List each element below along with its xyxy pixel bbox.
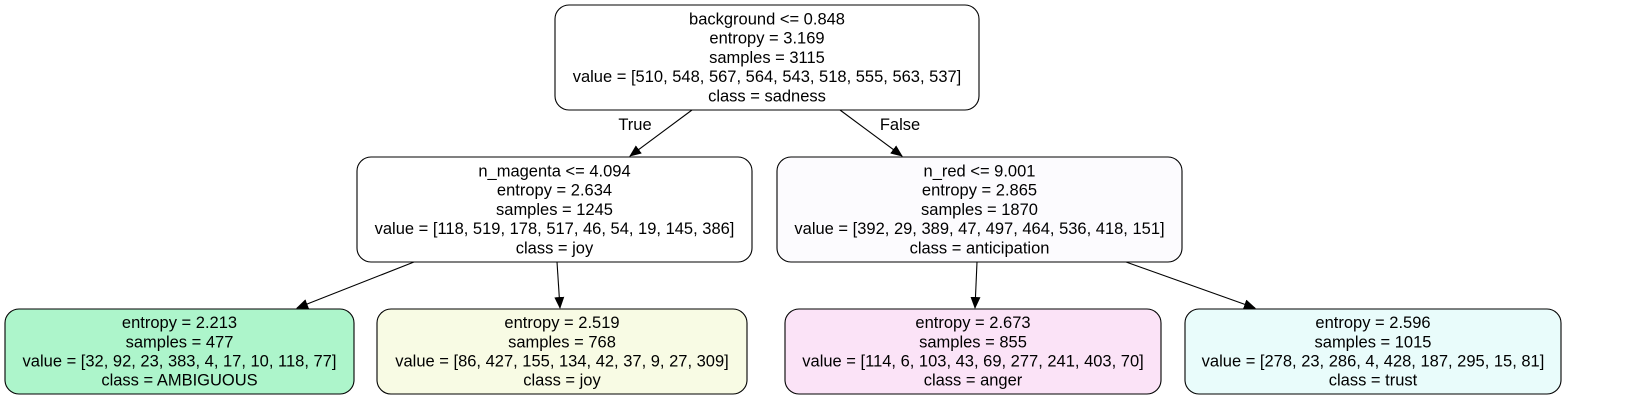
node-text-line: samples = 1245	[496, 201, 613, 219]
edge-root-to-left	[629, 109, 693, 157]
edge-left-to-leaf-2	[554, 261, 565, 309]
node-text-line: samples = 1015	[1315, 333, 1432, 351]
node-text-line: value = [278, 23, 286, 4, 428, 187, 295,…	[1202, 353, 1545, 371]
node-text-line: n_red <= 9.001	[924, 163, 1036, 181]
node-box	[1184, 308, 1562, 395]
node-text-line: class = joy	[516, 239, 594, 257]
edge-left-to-leaf-1	[296, 261, 415, 309]
edge-root-to-right	[839, 109, 903, 157]
node-text-line: class = trust	[1329, 372, 1418, 390]
node-text-line: class = sadness	[708, 87, 826, 105]
edges-layer: True False	[296, 109, 1256, 310]
node-text-line: class = joy	[523, 372, 601, 390]
node-text-line: value = [32, 92, 23, 383, 4, 17, 10, 118…	[23, 353, 337, 371]
node-box	[376, 308, 748, 395]
node-text-line: n_magenta <= 4.094	[478, 163, 630, 181]
edge-label-true: True	[618, 116, 651, 134]
edge-right-to-leaf-3	[970, 261, 981, 309]
node-text-line: samples = 3115	[709, 49, 825, 67]
node-text-line: entropy = 2.596	[1315, 314, 1430, 332]
node-text-line: class = anticipation	[910, 239, 1050, 257]
node-text-line: entropy = 2.673	[915, 314, 1030, 332]
node-text-line: entropy = 2.865	[922, 182, 1037, 200]
node-text-line: entropy = 2.634	[497, 182, 612, 200]
node-text-line: entropy = 2.213	[122, 314, 237, 332]
node-box	[356, 156, 753, 263]
node-text-line: samples = 855	[919, 333, 1027, 351]
node-text-line: class = anger	[924, 372, 1023, 390]
edge-label-false: False	[880, 116, 920, 134]
node-text-line: background <= 0.848	[689, 11, 845, 29]
node-text-line: value = [510, 548, 567, 564, 543, 518, 5…	[573, 68, 962, 86]
node-box	[776, 156, 1183, 263]
node-text-line: value = [86, 427, 155, 134, 42, 37, 9, 2…	[395, 353, 728, 371]
node-text-line: entropy = 3.169	[709, 30, 824, 48]
node-box	[554, 4, 980, 111]
node-text-line: class = AMBIGUOUS	[101, 372, 257, 390]
edge-right-to-leaf-4	[1125, 261, 1256, 310]
node-text-line: entropy = 2.519	[504, 314, 619, 332]
node-box	[784, 308, 1162, 395]
node-text-line: value = [114, 6, 103, 43, 69, 277, 241, …	[802, 353, 1143, 371]
node-text-line: value = [118, 519, 178, 517, 46, 54, 19,…	[375, 220, 735, 238]
node-text-line: value = [392, 29, 389, 47, 497, 464, 536…	[794, 220, 1164, 238]
node-text-line: samples = 1870	[921, 201, 1038, 219]
node-box	[4, 308, 355, 395]
node-text-line: samples = 768	[508, 333, 616, 351]
node-text-line: samples = 477	[126, 333, 234, 351]
